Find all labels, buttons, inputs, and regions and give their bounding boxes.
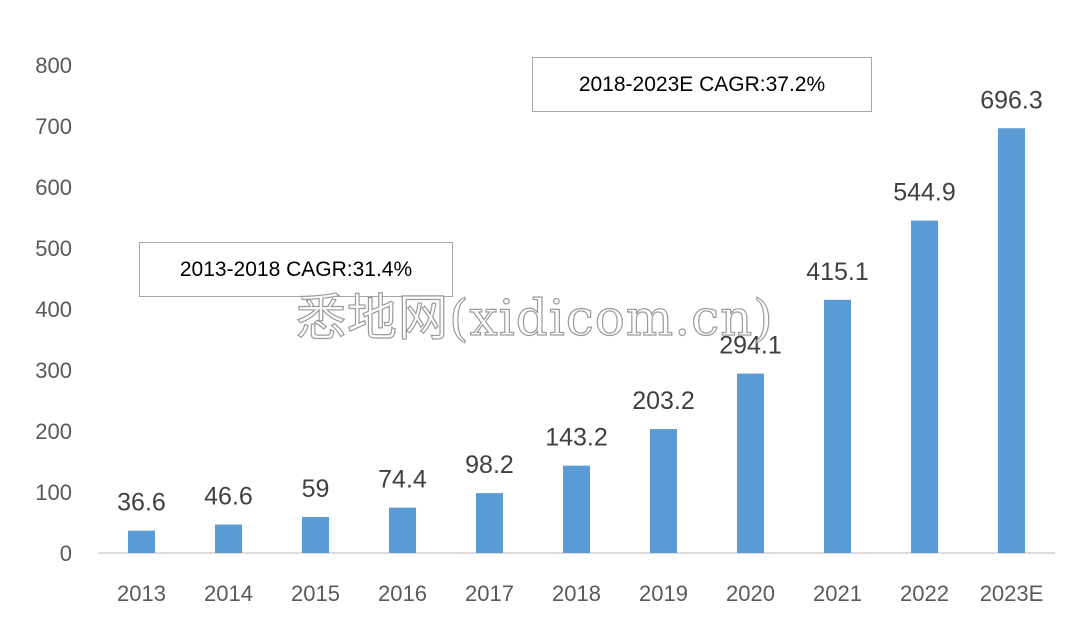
y-tick-label: 700	[35, 114, 72, 139]
data-label: 544.9	[893, 179, 956, 207]
x-tick-label: 2015	[291, 581, 340, 606]
bar-2013	[128, 530, 155, 553]
y-tick-label: 800	[35, 53, 72, 78]
x-tick-label: 2014	[204, 581, 253, 606]
y-tick-label: 500	[35, 236, 72, 261]
data-labels: 36.6 46.6 59 74.4 98.2 143.2 203.2 294.1 415.1 54…	[117, 86, 1043, 516]
y-axis-ticks: 0 100 200 300 400 500 600 700 800	[35, 53, 72, 566]
x-tick-label: 2023E	[980, 581, 1044, 606]
bar-2016	[389, 507, 416, 553]
data-label: 203.2	[632, 387, 695, 415]
x-axis-ticks: 2013 2014 2015 2016 2017 2018 2019 2020 2021 2022…	[117, 581, 1043, 606]
x-tick-label: 2016	[378, 581, 427, 606]
x-tick-label: 2020	[726, 581, 775, 606]
cagr-2018-2023-annotation: 2018-2023E CAGR:37.2%	[532, 57, 872, 112]
bars	[128, 128, 1025, 553]
data-label: 696.3	[980, 86, 1043, 114]
data-label: 74.4	[378, 466, 427, 494]
y-tick-label: 600	[35, 175, 72, 200]
data-label: 36.6	[117, 489, 166, 517]
x-tick-label: 2019	[639, 581, 688, 606]
bar-2022	[911, 220, 938, 553]
bar-2020	[737, 373, 764, 553]
bar-2014	[215, 524, 242, 553]
data-label: 294.1	[719, 332, 782, 360]
bar-2019	[650, 429, 677, 553]
bar-2015	[302, 517, 329, 553]
y-tick-label: 0	[60, 541, 72, 566]
bar-2023E	[998, 128, 1025, 553]
x-tick-label: 2017	[465, 581, 514, 606]
y-tick-label: 400	[35, 297, 72, 322]
y-tick-label: 200	[35, 419, 72, 444]
bar-2018	[563, 465, 590, 553]
bar-2017	[476, 493, 503, 553]
cagr-2013-2018-annotation: 2013-2018 CAGR:31.4%	[139, 242, 453, 297]
watermark: 悉地网(xidicom.cn)	[295, 288, 774, 347]
bar-2021	[824, 299, 851, 553]
x-tick-label: 2021	[813, 581, 862, 606]
y-tick-label: 100	[35, 480, 72, 505]
data-label: 59	[302, 475, 330, 503]
cagr-2018-2023-text: 2018-2023E CAGR:37.2%	[578, 72, 826, 96]
x-tick-label: 2022	[900, 581, 949, 606]
data-label: 98.2	[465, 451, 514, 479]
data-label: 46.6	[204, 483, 253, 511]
y-tick-label: 300	[35, 358, 72, 383]
data-label: 143.2	[545, 424, 608, 452]
x-tick-label: 2013	[117, 581, 166, 606]
cagr-2013-2018-text: 2013-2018 CAGR:31.4%	[179, 257, 413, 281]
data-label: 415.1	[806, 258, 869, 286]
x-tick-label: 2018	[552, 581, 601, 606]
